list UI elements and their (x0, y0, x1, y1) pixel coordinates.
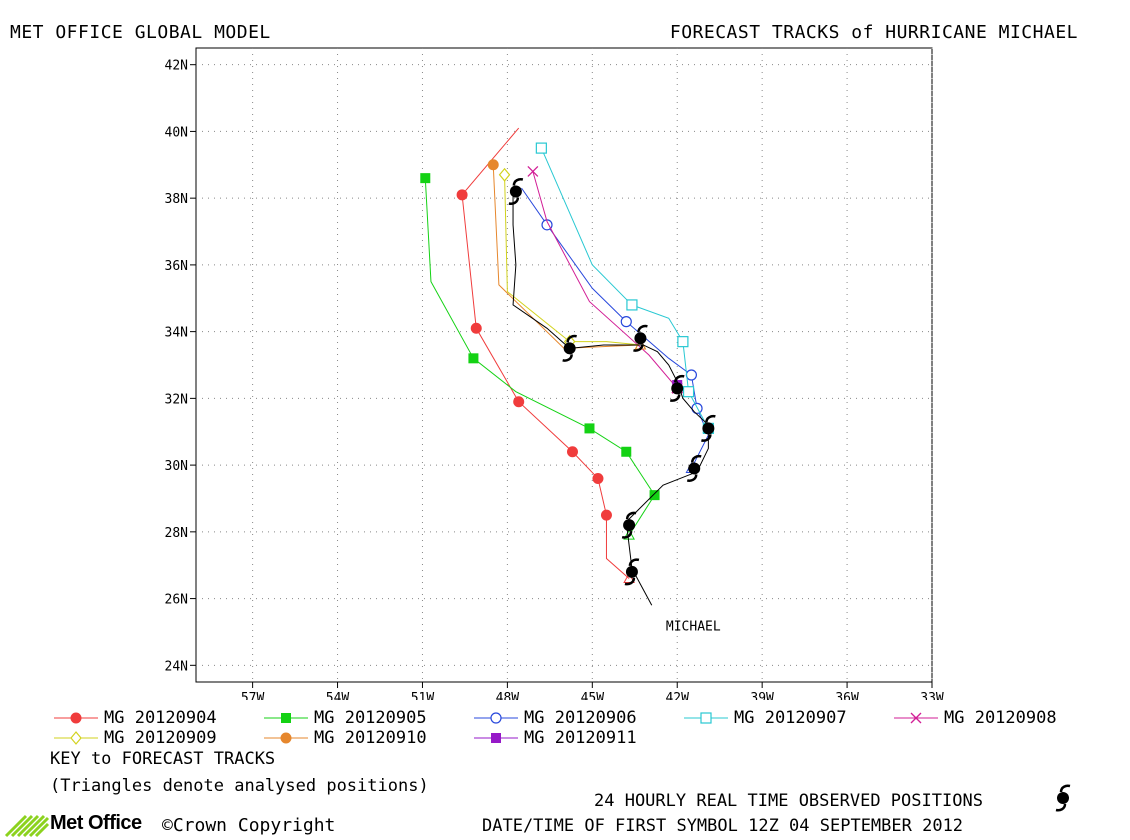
series-marker-2 (584, 423, 595, 434)
legend-swatch (264, 713, 308, 723)
y-tick-label: 28N (165, 526, 188, 541)
series-marker-7 (487, 159, 499, 171)
met-office-logo-icon (4, 814, 50, 838)
observed-track-line (512, 191, 709, 606)
legend-row-1: MG 20120904 MG 20120905 MG 20120906 MG 2012… (52, 708, 1122, 730)
legend-label: MG 20120907 (734, 708, 847, 728)
y-tick-label: 24N (165, 659, 188, 674)
legend-swatch-marker (700, 712, 712, 724)
series-marker-2 (468, 353, 479, 364)
right-title: FORECAST TRACKS of HURRICANE MICHAEL (669, 22, 1078, 43)
legend-swatch (54, 712, 98, 724)
observed-position-hurricane-icon (621, 511, 637, 539)
analysed-position-triangle (623, 572, 635, 584)
legend-label: MG 20120911 (524, 728, 637, 748)
series-marker-1 (456, 189, 468, 201)
x-tick-label: 54W (326, 691, 350, 700)
y-tick-label: 34N (165, 326, 188, 341)
legend-label: MG 20120906 (524, 708, 637, 728)
series-marker-2 (420, 173, 431, 184)
series-marker-1 (600, 509, 612, 521)
observed-position-hurricane-icon (562, 334, 577, 362)
series-marker-4 (626, 299, 638, 311)
plot-frame (195, 47, 933, 683)
x-tick-label: 36W (835, 691, 859, 700)
y-tick-label: 40N (165, 125, 188, 140)
legend-swatch-marker (281, 713, 291, 723)
legend-swatch-marker (70, 712, 82, 724)
legend-swatch (264, 732, 308, 744)
triangles-note: (Triangles denote analysed positions) (50, 776, 429, 796)
observed-position-hurricane-icon (633, 324, 648, 352)
x-tick-label: 57W (241, 691, 265, 700)
forecast-track-chart: 57W 54W 51W 48W 45W 42W 39W 36W 33W 24N 26N 28N 30N 3… (165, 47, 944, 700)
legend-swatch (54, 731, 98, 745)
legend-label: MG 20120905 (314, 708, 427, 728)
first-symbol-date: DATE/TIME OF FIRST SYMBOL 12Z 04 SEPTEMB… (482, 816, 964, 836)
series-line-5 (532, 171, 678, 389)
series-line-7 (492, 164, 641, 349)
key-title: KEY to FORECAST TRACKS (50, 749, 276, 769)
legend-swatch-marker (490, 712, 502, 724)
observed-positions-note: 24 HOURLY REAL TIME OBSERVED POSITIONS (594, 791, 983, 811)
x-tick-label: 39W (750, 691, 774, 700)
y-tick-label: 26N (165, 593, 188, 608)
series-marker-1 (566, 446, 578, 458)
legend-swatch (894, 712, 938, 724)
x-tick-label: 45W (581, 691, 605, 700)
series-line-2 (424, 178, 656, 536)
legend-swatch-marker (280, 732, 292, 744)
series-marker-3 (620, 316, 632, 328)
y-tick-label: 32N (165, 392, 188, 407)
series-marker-4 (682, 386, 695, 398)
y-tick-label: 38N (165, 192, 188, 207)
observed-position-hurricane-icon (701, 414, 716, 442)
legend-label: MG 20120910 (314, 728, 427, 748)
series-marker-4 (535, 142, 547, 154)
x-tick-label: 51W (411, 691, 435, 700)
analysed-position-triangle (623, 529, 635, 540)
series-marker-5 (527, 166, 539, 177)
storm-name-label: MICHAEL (666, 619, 721, 634)
y-tick-label: 36N (165, 259, 188, 274)
legend-label: MG 20120909 (104, 728, 217, 748)
y-tick-label: 42N (165, 59, 188, 74)
series-marker-1 (470, 322, 482, 334)
series-marker-1 (592, 472, 604, 484)
left-title: MET OFFICE GLOBAL MODEL (10, 22, 271, 43)
legend-swatch-marker (491, 733, 501, 743)
series-marker-6 (498, 167, 511, 182)
legend-swatch (474, 712, 518, 724)
observed-position-hurricane-icon (686, 454, 702, 482)
observed-position-hurricane-icon (669, 374, 685, 402)
legend-row-2: MG 20120909 MG 20120910 MG 20120911 (52, 728, 1122, 750)
series-marker-2 (649, 490, 660, 501)
x-tick-label: 42W (665, 691, 689, 700)
legend-label: MG 20120904 (104, 708, 217, 728)
observed-position-hurricane-icon (624, 558, 640, 586)
series-marker-2 (621, 446, 632, 457)
x-tick-label: 48W (496, 691, 520, 700)
legend-swatch-marker (70, 731, 82, 745)
legend-swatch-marker (910, 712, 922, 724)
legend-swatch (684, 712, 728, 724)
x-tick-label: 33W (920, 691, 944, 700)
series-marker-1 (513, 396, 525, 408)
crown-copyright: ©Crown Copyright (162, 815, 336, 836)
hurricane-symbol-icon (1055, 784, 1071, 812)
legend-label: MG 20120908 (944, 708, 1057, 728)
observed-position-hurricane-icon (508, 178, 524, 205)
y-tick-label: 30N (165, 459, 188, 474)
legend-swatch (474, 733, 518, 743)
series-marker-4 (677, 336, 689, 348)
series-marker-3 (685, 369, 697, 381)
met-office-logo-text: Met Office (50, 812, 142, 834)
